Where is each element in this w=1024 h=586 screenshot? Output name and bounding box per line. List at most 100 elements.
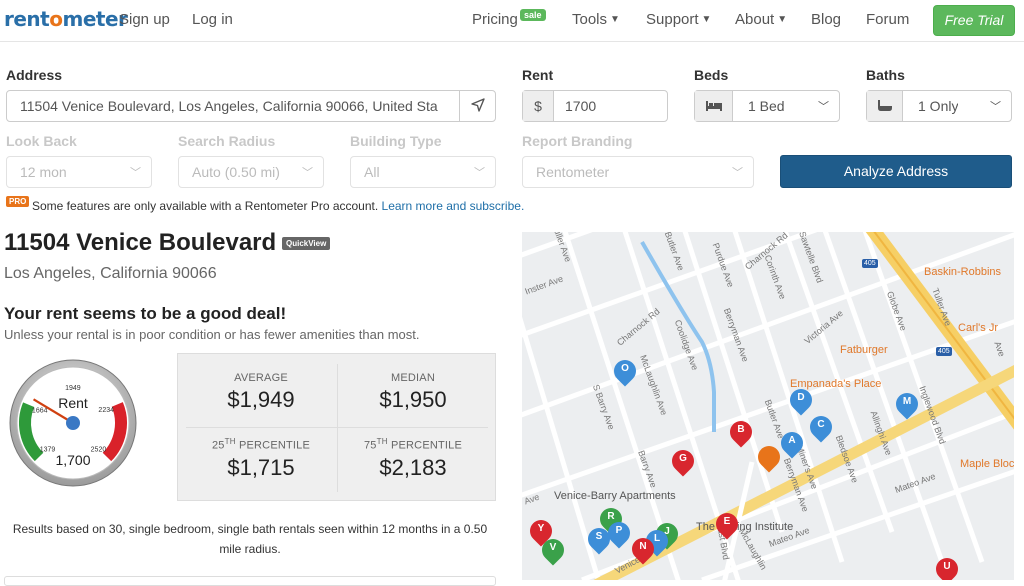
pin-letter: B	[737, 424, 745, 435]
rent-gauge: 1379 1664 1949 2234 2520 Rent 1,700	[9, 359, 137, 487]
rent-label: Rent	[522, 67, 554, 83]
quickview-badge[interactable]: QuickView	[282, 237, 331, 250]
building-type-select[interactable]: All ﹀	[350, 156, 496, 188]
nav-forum[interactable]: Forum	[866, 11, 910, 28]
address-value: 11504 Venice Boulevard, Los Angeles, Cal…	[20, 98, 438, 114]
nav-support[interactable]: Support ▼	[646, 11, 711, 28]
stat-75th: 75TH Percentile $2,183	[338, 437, 488, 481]
radius-label: Search Radius	[178, 133, 276, 149]
map-pin[interactable]: D	[785, 384, 817, 419]
stat-median-label: Median	[391, 372, 435, 384]
map-pin[interactable]: V	[537, 534, 569, 569]
map-pin[interactable]: U	[931, 553, 963, 580]
poi-label[interactable]: Maple Block	[960, 458, 1014, 470]
gauge-tick-label: 1949	[65, 385, 81, 392]
map-pin[interactable]: B	[725, 416, 757, 451]
beds-select[interactable]: 1 Bed ﹀	[694, 90, 840, 122]
map-pin[interactable]: M	[891, 388, 923, 423]
stat-25th-value: $1,715	[227, 454, 295, 480]
stat-25th-sup: TH	[224, 437, 236, 446]
stats-divider	[186, 427, 488, 428]
pro-badge: PRO	[6, 196, 30, 207]
sale-badge: sale	[520, 9, 546, 21]
map-pin[interactable]: O	[609, 355, 641, 390]
poi-label[interactable]: Empanada's Place	[790, 378, 882, 390]
nav-sign-up[interactable]: Sign up	[119, 11, 170, 28]
map-pin[interactable]: P	[603, 517, 635, 552]
lookback-label: Look Back	[6, 133, 77, 149]
highway-shield: 405	[862, 259, 878, 268]
branding-select[interactable]: Rentometer ﹀	[522, 156, 754, 188]
map-pin[interactable]: J	[651, 518, 683, 553]
location-arrow-icon[interactable]	[459, 91, 495, 121]
building-type-value: All	[364, 164, 380, 180]
stat-75th-num: 75	[363, 439, 377, 452]
address-title: 11504 Venice Boulevard	[4, 229, 277, 256]
poi-label[interactable]: Fatburger	[840, 344, 888, 356]
map-pin[interactable]: S	[583, 523, 615, 558]
pin-letter: Y	[537, 523, 545, 534]
beds-value: 1 Bed	[748, 98, 785, 114]
analyze-address-button[interactable]: Analyze Address	[780, 155, 1012, 188]
nav-support-label: Support	[646, 11, 699, 28]
nav-log-in[interactable]: Log in	[192, 11, 233, 28]
branding-label: Report Branding	[522, 133, 633, 149]
beds-label: Beds	[694, 67, 729, 83]
poi-label[interactable]: Venice-Barry Apartments	[554, 490, 676, 502]
pin-letter: J	[664, 526, 670, 537]
chevron-down-icon: ﹀	[990, 101, 1001, 113]
map-pin[interactable]: R	[595, 503, 627, 538]
subject-location-pin[interactable]	[753, 441, 785, 476]
pin-letter: N	[639, 541, 647, 552]
highway-shield: 405	[936, 347, 952, 356]
rentals-map[interactable]: Tuller Ave Butler Ave Charnock Rd Purdue…	[522, 232, 1014, 580]
map-streets	[522, 232, 1014, 580]
baths-select[interactable]: 1 Only ﹀	[866, 90, 1012, 122]
map-pin[interactable]: C	[805, 411, 837, 446]
stat-75th-label: 75TH Percentile	[338, 437, 488, 452]
chevron-down-icon: ﹀	[818, 101, 829, 113]
pro-subscribe-link[interactable]: Learn more and subscribe.	[381, 199, 525, 213]
nav-tools[interactable]: Tools ▼	[572, 11, 620, 28]
verdict-heading: Your rent seems to be a good deal!	[4, 304, 287, 323]
gauge-needle	[32, 398, 74, 424]
verdict-subtext: Unless your rental is in poor condition …	[4, 327, 420, 342]
nav-about[interactable]: About ▼	[735, 11, 787, 28]
nav-blog[interactable]: Blog	[811, 11, 842, 28]
radius-select[interactable]: Auto (0.50 mi) ﹀	[178, 156, 324, 188]
map-pin[interactable]: Y	[525, 515, 557, 550]
map-pin[interactable]: N	[627, 533, 659, 568]
poi-label[interactable]: The Boxing Institute	[696, 521, 794, 533]
lookback-select[interactable]: 12 mon ﹀	[6, 156, 152, 188]
dollar-icon: $	[523, 91, 554, 121]
map-pin[interactable]: G	[667, 445, 699, 480]
map-pin[interactable]: A	[776, 427, 808, 462]
stat-average-label: Average	[234, 372, 288, 384]
stat-75th-sup: TH	[376, 437, 388, 446]
chevron-down-icon: ▼	[777, 14, 788, 25]
poi-label[interactable]: Baskin-Robbins	[924, 266, 1002, 278]
pin-letter: C	[817, 419, 825, 430]
pro-note-text: Some features are only available with a …	[32, 199, 379, 213]
nav-about-label: About	[735, 11, 775, 28]
pin-letter: A	[788, 435, 796, 446]
pin-letter: U	[943, 561, 951, 572]
results-note: Results based on 30, single bedroom, sin…	[12, 522, 488, 556]
map-pin[interactable]: E	[711, 508, 743, 543]
pin-letter: G	[679, 453, 687, 464]
address-input[interactable]: 11504 Venice Boulevard, Los Angeles, Cal…	[6, 90, 496, 122]
free-trial-button[interactable]: Free Trial	[933, 5, 1015, 36]
top-navbar: rentometer Sign up Log in Pricing sale T…	[0, 0, 1024, 42]
pin-letter: E	[723, 516, 731, 527]
nav-pricing[interactable]: Pricing	[472, 11, 518, 28]
branding-value: Rentometer	[536, 164, 610, 180]
poi-label[interactable]: Carl's Jr	[958, 322, 998, 334]
rentometer-logo[interactable]: rentometer	[4, 7, 128, 31]
stat-75th-value: $2,183	[379, 454, 447, 480]
pin-letter: L	[653, 533, 661, 544]
map-pin[interactable]: L	[641, 525, 673, 560]
rent-input[interactable]: $ 1700	[522, 90, 668, 122]
gauge-hub	[66, 416, 80, 430]
stat-25th-word: Percentile	[238, 439, 311, 452]
stat-average: Average $1,949	[186, 372, 336, 413]
